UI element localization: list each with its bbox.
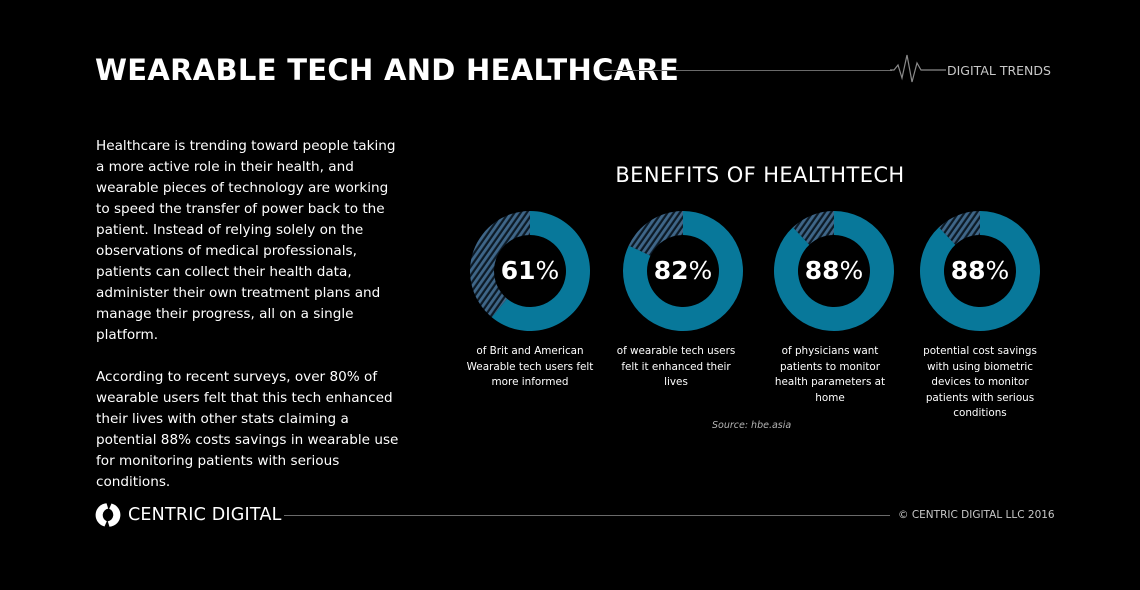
donut-ring	[623, 211, 743, 331]
intro-text: Healthcare is trending toward people tak…	[96, 136, 406, 514]
centric-digital-logo-icon	[95, 503, 121, 527]
chart-source: Source: hbe.asia	[712, 420, 792, 431]
donut-chart-2: 82%	[622, 210, 744, 332]
page-title: WEARABLE TECH AND HEALTHCARE	[95, 53, 680, 87]
donut-value: 88%	[950, 256, 1010, 285]
chart-title: BENEFITS OF HEALTHTECH	[615, 163, 905, 187]
donut-value: 82%	[653, 256, 713, 285]
donut-ring	[774, 211, 894, 331]
donut-caption-4: potential cost savings with using biomet…	[923, 345, 1037, 419]
heartbeat-pulse-icon	[890, 54, 946, 83]
donut-chart-3: 88%	[773, 210, 895, 332]
donut-caption-3: of physicians want patients to monitor h…	[774, 345, 886, 404]
donut-ring	[470, 211, 590, 331]
header-divider	[604, 70, 892, 71]
donut-caption-1: of Brit and American Wearable tech users…	[466, 345, 594, 388]
intro-paragraph-2: According to recent surveys, over 80% of…	[96, 369, 399, 490]
copyright: © CENTRIC DIGITAL LLC 2016	[898, 509, 1055, 521]
donut-caption-2: of wearable tech users felt it enhanced …	[616, 345, 736, 388]
intro-paragraph-1: Healthcare is trending toward people tak…	[96, 138, 396, 343]
section-tag: DIGITAL TRENDS	[947, 63, 1051, 78]
donut-ring	[920, 211, 1040, 331]
donut-value: 61%	[500, 256, 560, 285]
donut-chart-4: 88%	[919, 210, 1041, 332]
brand-name: CENTRIC DIGITAL	[128, 505, 282, 525]
donut-value: 88%	[804, 256, 864, 285]
donut-chart-1: 61%	[469, 210, 591, 332]
footer-divider	[284, 515, 890, 516]
